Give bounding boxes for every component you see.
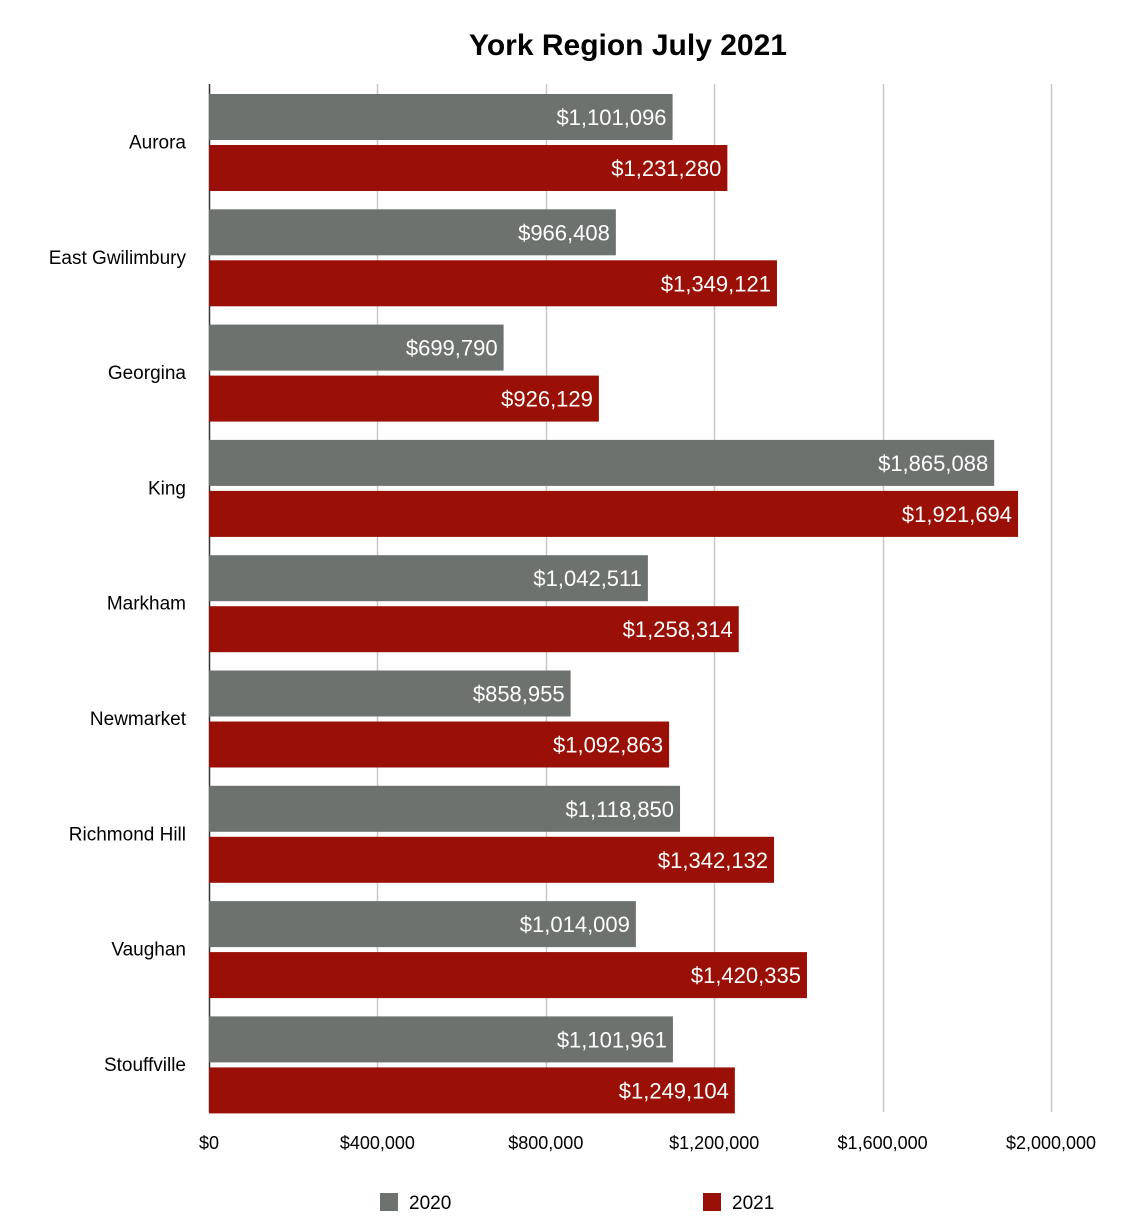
data-label: $1,092,863	[553, 733, 663, 758]
x-tick-label: $800,000	[508, 1133, 583, 1153]
data-label: $1,014,009	[520, 912, 630, 937]
value-labels: $1,101,096 $1,231,280 $966,408 $1,349,121 $6…	[406, 105, 1012, 1103]
bar-2020-georgina	[209, 324, 504, 371]
data-label: $1,258,314	[623, 617, 733, 642]
bar-2021-king	[209, 490, 1019, 537]
data-label: $926,129	[501, 387, 593, 412]
bar-2020-stouffville	[209, 1016, 673, 1063]
category-label: East Gwilimbury	[49, 248, 187, 269]
bar-2021-vaughan	[209, 952, 807, 999]
data-label: $1,349,121	[661, 271, 771, 296]
bar-2020-richmond-hill	[209, 785, 681, 832]
data-label: $858,955	[473, 682, 565, 707]
bar-2020-newmarket	[209, 670, 571, 717]
x-tick-label: $1,600,000	[838, 1133, 928, 1153]
bar-2021-newmarket	[209, 721, 670, 768]
category-label: King	[148, 478, 186, 499]
category-label: Vaughan	[111, 940, 186, 961]
bar-2020-vaughan	[209, 901, 636, 948]
x-tick-label: $400,000	[340, 1133, 415, 1153]
data-label: $1,865,088	[878, 451, 988, 476]
category-label: Aurora	[129, 133, 186, 154]
legend-label: 2021	[732, 1193, 774, 1214]
bars	[209, 94, 1019, 1114]
category-label: Richmond Hill	[69, 824, 186, 845]
data-label: $966,408	[518, 220, 610, 245]
bar-2020-king	[209, 439, 995, 486]
x-tick-label: $1,200,000	[669, 1133, 759, 1153]
data-label: $1,921,694	[902, 502, 1012, 527]
legend: 2020 2021	[380, 1193, 774, 1214]
data-label: $1,118,850	[566, 797, 674, 822]
bar-2020-aurora	[209, 94, 673, 140]
bar-2021-aurora	[209, 145, 728, 191]
data-label: $1,249,104	[619, 1078, 729, 1103]
bar-2021-east-gwilimbury	[209, 260, 777, 307]
x-tick-label: $2,000,000	[1006, 1133, 1096, 1153]
bar-2020-markham	[209, 555, 648, 602]
data-label: $1,231,280	[611, 156, 721, 181]
bar-2021-stouffville	[209, 1067, 735, 1114]
data-label: $1,042,511	[533, 566, 641, 591]
category-label: Stouffville	[104, 1055, 186, 1076]
data-label: $1,420,335	[691, 963, 801, 988]
legend-swatch	[380, 1193, 398, 1211]
category-labels: Aurora East Gwilimbury Georgina King Markham…	[49, 133, 187, 1076]
x-tick-label: $0	[199, 1133, 219, 1153]
data-label: $1,101,096	[556, 105, 666, 130]
category-label: Georgina	[108, 363, 187, 384]
bar-2020-east-gwilimbury	[209, 209, 616, 256]
bar-2021-markham	[209, 606, 739, 653]
data-label: $1,101,961	[557, 1027, 667, 1052]
legend-swatch	[703, 1193, 721, 1211]
bar-2021-georgina	[209, 375, 599, 422]
data-label: $699,790	[406, 336, 498, 361]
bar-2021-richmond-hill	[209, 836, 775, 883]
x-axis-tick-labels: $0 $400,000 $800,000 $1,200,000 $1,600,000 $2…	[199, 1133, 1096, 1153]
chart-title: York Region July 2021	[469, 29, 787, 62]
legend-label: 2020	[409, 1193, 451, 1214]
category-label: Markham	[107, 594, 186, 615]
category-label: Newmarket	[90, 709, 187, 730]
data-label: $1,342,132	[658, 848, 768, 873]
